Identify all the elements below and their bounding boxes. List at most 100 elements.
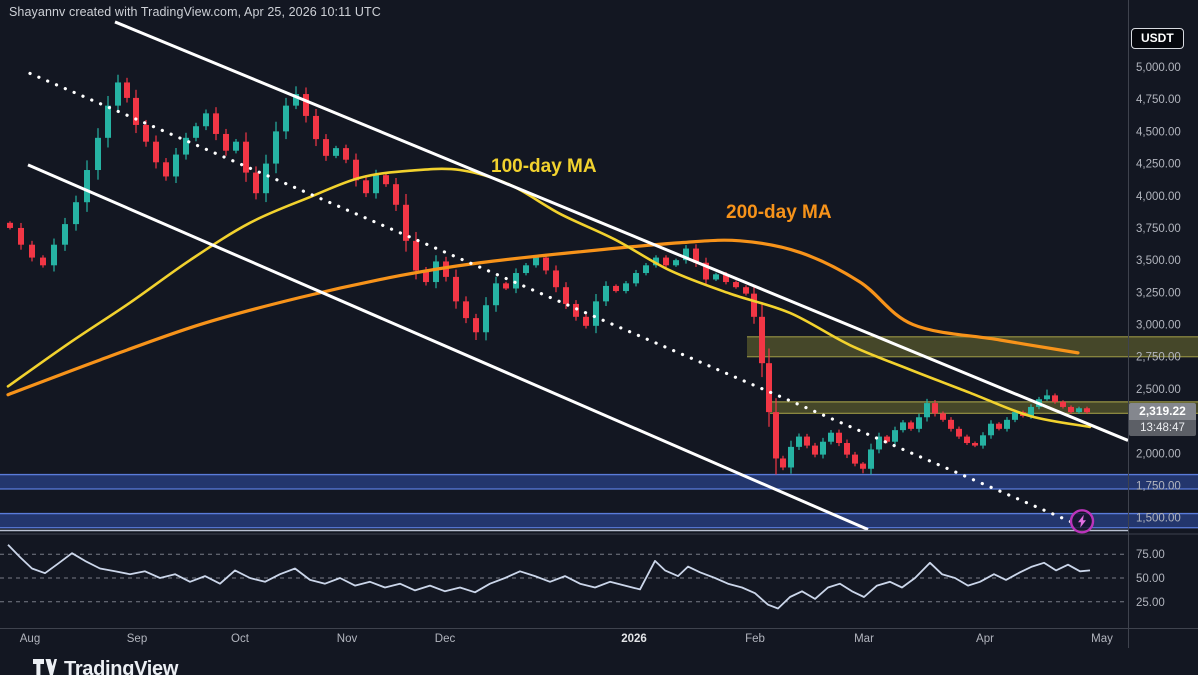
time-tick-label: Sep [127, 633, 147, 645]
candle-body [766, 363, 772, 413]
candle-body [303, 94, 309, 116]
candle-body [868, 449, 874, 469]
rsi-tick-label: 50.00 [1136, 573, 1165, 585]
candle-body [483, 305, 489, 333]
candle-body [1052, 395, 1058, 402]
price-tick-label: 4,500.00 [1136, 126, 1181, 138]
candle-body [263, 163, 269, 194]
candle-body [924, 403, 930, 418]
candle-body [105, 105, 111, 138]
candle-body [40, 257, 46, 266]
candle-body [403, 204, 409, 241]
candle-body [1004, 419, 1010, 429]
candlesticks-layer[interactable] [7, 74, 1090, 475]
candle-body [573, 303, 579, 317]
candle-body [393, 184, 399, 205]
candle-body [563, 287, 569, 304]
candle-body [703, 262, 709, 280]
candle-body [453, 276, 459, 302]
rsi-axis[interactable]: 75.00 50.00 25.00 [1136, 549, 1165, 609]
candle-body [503, 283, 509, 289]
candle-body [1084, 408, 1090, 413]
trendline-channel-lower[interactable] [27, 163, 869, 531]
price-tick-label: 4,750.00 [1136, 94, 1181, 106]
price-tick-label: 1,750.00 [1136, 481, 1181, 493]
ma100-text-annotation[interactable]: 100-day MA [491, 156, 597, 177]
candle-body [7, 222, 13, 228]
candle-body [623, 283, 629, 292]
candle-body [964, 436, 970, 444]
candle-body [513, 273, 519, 289]
candle-body [463, 301, 469, 319]
candle-body [743, 287, 749, 294]
ma200-text-annotation[interactable]: 200-day MA [726, 202, 832, 223]
candle-body [788, 446, 794, 468]
candle-body [293, 94, 299, 106]
ma100-line[interactable] [6, 167, 1092, 429]
candle-body [908, 422, 914, 429]
candle-body [940, 413, 946, 420]
ma200-line[interactable] [6, 238, 1080, 397]
candle-body [812, 445, 818, 455]
candle-body [836, 432, 842, 444]
time-axis[interactable]: Aug Sep Oct Nov Dec 2026 Feb Mar Apr May [20, 633, 1113, 645]
candle-body [253, 172, 259, 194]
candle-body [493, 283, 499, 306]
tradingview-logo-text: TradingView [64, 658, 179, 675]
candle-body [683, 248, 689, 261]
candle-body [996, 423, 1002, 429]
lightning-marker[interactable] [1069, 509, 1095, 534]
quote-currency-chip[interactable]: USDT [1131, 28, 1184, 49]
time-tick-label: Oct [231, 633, 250, 645]
candle-body [163, 162, 169, 177]
candle-body [18, 227, 24, 245]
time-tick-label: Apr [976, 633, 994, 645]
price-axis[interactable]: 5,000.00 4,750.00 4,500.00 4,250.00 4,000.00… [1136, 62, 1181, 525]
candle-body [780, 458, 786, 468]
candle-body [1012, 412, 1018, 420]
candle-body [884, 436, 890, 442]
candle-body [233, 141, 239, 151]
candle-body [593, 301, 599, 326]
support-band-1720-1835[interactable] [0, 474, 1198, 489]
candle-body [323, 139, 329, 156]
price-tick-label: 1,500.00 [1136, 513, 1181, 525]
candle-body [972, 443, 978, 446]
candle-body [1076, 408, 1082, 413]
candle-body [213, 113, 219, 134]
price-tick-label: 3,000.00 [1136, 320, 1181, 332]
candle-body [153, 141, 159, 163]
lightning-bolt-icon [1078, 514, 1086, 528]
price-tick-label: 2,000.00 [1136, 448, 1181, 460]
rsi-pane[interactable] [0, 544, 1128, 610]
candle-body [95, 137, 101, 171]
candle-body [553, 270, 559, 288]
candle-body [423, 270, 429, 283]
tradingview-logo[interactable]: TradingView [33, 658, 178, 675]
candle-body [183, 137, 189, 155]
support-band-1420-1530[interactable] [0, 513, 1198, 528]
resistance-zone-2310-2400[interactable] [770, 401, 1198, 414]
footer-bar: TradingView [0, 648, 1198, 675]
last-price-value: 2,319.22 [1129, 403, 1196, 420]
candle-body [932, 403, 938, 414]
bar-countdown-timer: 13:48:47 [1129, 420, 1196, 436]
trendline-channel-upper[interactable] [114, 20, 1129, 442]
time-tick-label: 2026 [621, 633, 647, 645]
resistance-zone-2750-2900[interactable] [747, 336, 1198, 357]
candle-body [693, 248, 699, 263]
trendline-dotted-downtrend[interactable] [28, 71, 1074, 524]
candle-body [820, 441, 826, 455]
candle-body [29, 244, 35, 258]
time-tick-label: May [1091, 633, 1113, 645]
candle-body [804, 436, 810, 446]
price-tick-label: 2,750.00 [1136, 352, 1181, 364]
last-price-badge[interactable]: 2,319.22 13:48:47 [1129, 403, 1196, 436]
candle-body [613, 285, 619, 292]
candle-body [133, 97, 139, 125]
candle-body [583, 316, 589, 326]
candle-body [533, 257, 539, 266]
candle-body [1044, 395, 1050, 400]
